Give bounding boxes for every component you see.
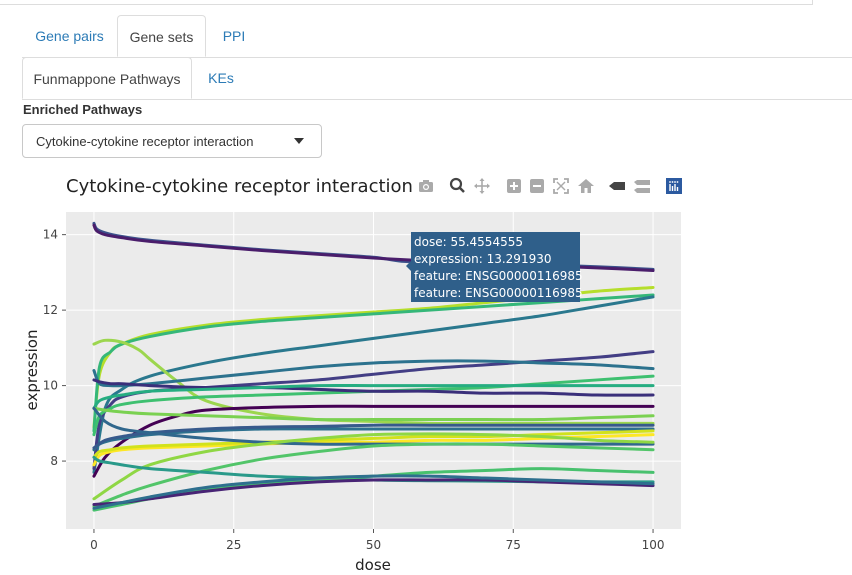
- zoom-icon[interactable]: [448, 176, 466, 194]
- series-line-19[interactable]: [92, 432, 655, 501]
- tooltip-feature-2: feature: ENSG00000116985: [414, 286, 583, 300]
- chevron-down-icon: [294, 138, 304, 144]
- hover-closest-icon[interactable]: [608, 177, 626, 195]
- tooltip-expression: expression: 13.291930: [414, 252, 551, 266]
- series-line-8[interactable]: [92, 374, 655, 437]
- series-line-3[interactable]: [92, 293, 655, 433]
- plotly-logo-icon[interactable]: [665, 177, 683, 195]
- main-tabs: Gene pairs Gene sets PPI: [22, 15, 852, 58]
- series-line-23[interactable]: [92, 474, 655, 510]
- zoom-out-icon[interactable]: [528, 177, 546, 195]
- series-line-12[interactable]: [92, 406, 655, 422]
- y-tick-label: 8: [50, 454, 58, 468]
- series-line-22[interactable]: [92, 478, 655, 506]
- series-line-5[interactable]: [92, 338, 655, 425]
- y-axis-ticks: 8 10 12 14: [43, 228, 66, 468]
- tab-funmappone-pathways[interactable]: Funmappone Pathways: [22, 57, 192, 99]
- x-tick-label: 50: [366, 538, 381, 552]
- series-line-7[interactable]: [92, 359, 655, 388]
- tooltip-feature-1: feature: ENSG00000116985: [414, 269, 583, 283]
- y-axis-label: expression: [23, 330, 41, 411]
- camera-icon[interactable]: [417, 177, 435, 195]
- tab-ppi[interactable]: PPI: [222, 28, 246, 44]
- series-line-4[interactable]: [92, 295, 655, 474]
- series-line-17[interactable]: [92, 406, 655, 446]
- pathway-select[interactable]: Cytokine-cytokine receptor interaction: [22, 124, 322, 158]
- series-line-13[interactable]: [92, 427, 655, 452]
- top-panel-border: [0, 0, 813, 5]
- series-line-16[interactable]: [92, 423, 655, 450]
- x-tick-label: 100: [642, 538, 665, 552]
- pan-icon[interactable]: [473, 177, 491, 195]
- sub-tabs: Funmappone Pathways KEs: [22, 57, 852, 100]
- x-axis-label: dose: [355, 556, 391, 574]
- hover-tooltip: dose: 55.4554555 expression: 13.291930 f…: [406, 232, 583, 302]
- tab-gene-sets[interactable]: Gene sets: [117, 15, 206, 57]
- tab-gene-pairs[interactable]: Gene pairs: [35, 28, 104, 44]
- series-line-11[interactable]: [92, 404, 655, 478]
- pathway-select-value: Cytokine-cytokine receptor interaction: [36, 134, 254, 149]
- y-tick-label: 10: [43, 379, 58, 393]
- x-tick-label: 25: [226, 538, 241, 552]
- home-icon[interactable]: [577, 177, 595, 195]
- tooltip-box: [411, 232, 580, 302]
- autoscale-icon[interactable]: [552, 177, 570, 195]
- series-line-18[interactable]: [92, 442, 655, 508]
- tooltip-dose: dose: 55.4554555: [414, 235, 523, 249]
- hover-compare-icon[interactable]: [633, 177, 651, 195]
- enriched-pathways-label: Enriched Pathways: [23, 102, 143, 117]
- tab-kes[interactable]: KEs: [208, 70, 234, 86]
- chart-title: Cytokine-cytokine receptor interaction: [66, 176, 413, 197]
- series-line-10[interactable]: [92, 383, 655, 410]
- x-axis-ticks: 0 25 50 75 100: [90, 529, 664, 552]
- zoom-in-icon[interactable]: [505, 177, 523, 195]
- x-tick-label: 75: [506, 538, 521, 552]
- y-tick-label: 12: [43, 303, 58, 317]
- tooltip-pointer: [406, 261, 411, 271]
- x-tick-label: 0: [90, 538, 98, 552]
- series-lines: [92, 221, 655, 512]
- y-tick-label: 14: [43, 228, 58, 242]
- series-line-9[interactable]: [92, 378, 655, 397]
